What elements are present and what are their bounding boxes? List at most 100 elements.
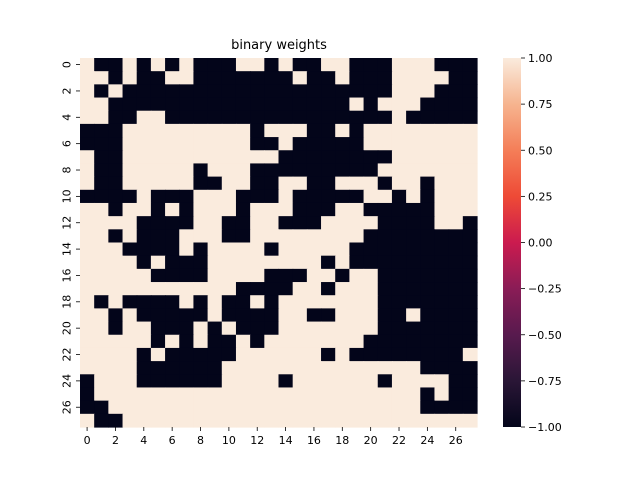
heatmap-cell <box>94 361 109 375</box>
heatmap-cell <box>420 282 436 296</box>
heatmap-cell <box>349 308 365 323</box>
heatmap-cell <box>250 71 265 85</box>
heatmap-cell <box>108 334 124 349</box>
heatmap-cell <box>165 97 180 112</box>
heatmap-cell <box>377 150 393 165</box>
heatmap-cell <box>179 176 195 191</box>
heatmap-cell <box>462 308 478 323</box>
heatmap-cell <box>363 387 379 402</box>
heatmap-cell <box>235 361 251 375</box>
heatmap-cell <box>377 282 393 296</box>
heatmap-cell <box>264 387 280 402</box>
heatmap-cell <box>150 282 166 296</box>
heatmap-cell <box>136 255 152 270</box>
heatmap-cell <box>377 295 393 309</box>
heatmap-cell <box>448 374 464 389</box>
heatmap-cell <box>179 268 195 283</box>
heatmap-cell <box>94 150 109 165</box>
colorbar-tick-label: 0.75 <box>528 98 553 111</box>
heatmap-cell <box>235 413 251 428</box>
heatmap-cell <box>349 295 365 309</box>
heatmap-cell <box>335 308 350 323</box>
y-tick-label: 16 <box>61 268 74 282</box>
heatmap-cell <box>250 321 265 336</box>
heatmap-cell <box>179 334 195 349</box>
colorbar-tick-label: 1.00 <box>528 52 553 65</box>
heatmap-cell <box>122 123 138 138</box>
heatmap-cell <box>292 110 308 125</box>
heatmap-cell <box>264 110 280 125</box>
heatmap-cell <box>136 308 152 323</box>
heatmap-cell <box>165 150 180 165</box>
heatmap-cell <box>278 150 294 165</box>
heatmap-cell <box>335 374 350 389</box>
heatmap-cell <box>420 137 436 151</box>
heatmap-cell <box>207 347 223 362</box>
heatmap-cell <box>122 202 138 217</box>
x-axis: 0 2 4 6 8 10 12 14 16 18 20 22 24 26 <box>84 427 463 447</box>
heatmap-cell <box>165 137 180 151</box>
heatmap-cell <box>462 163 478 178</box>
heatmap-cell <box>391 110 407 125</box>
heatmap-cell <box>391 71 407 85</box>
heatmap-cell <box>349 347 365 362</box>
heatmap-cell <box>321 255 336 270</box>
heatmap-cell <box>406 321 421 336</box>
heatmap-cell <box>207 268 223 283</box>
heatmap-cell <box>122 176 138 191</box>
heatmap-cell <box>292 334 308 349</box>
heatmap-cell <box>434 163 450 178</box>
heatmap-cell <box>264 321 280 336</box>
heatmap-cell <box>406 123 421 138</box>
heatmap-cell <box>235 110 251 125</box>
heatmap-cell <box>391 308 407 323</box>
heatmap-cell <box>150 137 166 151</box>
heatmap-cell <box>321 268 336 283</box>
heatmap-cell <box>94 347 109 362</box>
heatmap-cell <box>292 150 308 165</box>
heatmap-cell <box>235 97 251 112</box>
x-tick-label: 6 <box>169 434 176 447</box>
heatmap-cell <box>462 58 478 72</box>
heatmap-cell <box>122 321 138 336</box>
heatmap-cell <box>448 137 464 151</box>
heatmap-cell <box>363 189 379 204</box>
heatmap-cell <box>335 413 350 428</box>
heatmap-cell <box>136 176 152 191</box>
heatmap-cell <box>462 97 478 112</box>
heatmap-cell <box>321 58 336 72</box>
heatmap-cell <box>136 295 152 309</box>
heatmap-cell <box>179 216 195 230</box>
heatmap-cell <box>321 347 336 362</box>
heatmap-cell <box>406 110 421 125</box>
heatmap-cell <box>278 361 294 375</box>
heatmap-cell <box>250 150 265 165</box>
heatmap-cell <box>391 97 407 112</box>
heatmap-cell <box>150 361 166 375</box>
heatmap-cell <box>150 268 166 283</box>
x-tick-label: 14 <box>279 434 293 447</box>
heatmap-cell <box>94 71 109 85</box>
heatmap-cell <box>250 347 265 362</box>
heatmap-cell <box>80 229 95 244</box>
heatmap-cell <box>108 242 124 257</box>
heatmap-cell <box>434 295 450 309</box>
heatmap-cell <box>207 295 223 309</box>
heatmap-cell <box>122 242 138 257</box>
heatmap-cell <box>434 308 450 323</box>
heatmap-cell <box>80 268 95 283</box>
heatmap-cell <box>278 110 294 125</box>
heatmap-cell <box>80 176 95 191</box>
heatmap-cell <box>150 413 166 428</box>
colorbar-tick-label: 0.00 <box>528 237 553 250</box>
heatmap-cell <box>321 163 336 178</box>
heatmap-cell <box>122 268 138 283</box>
heatmap-cell <box>278 84 294 99</box>
heatmap-cell <box>306 71 322 85</box>
heatmap-cell <box>122 334 138 349</box>
heatmap-cell <box>94 242 109 257</box>
heatmap-cell <box>292 347 308 362</box>
heatmap-cell <box>264 150 280 165</box>
heatmap-cell <box>420 97 436 112</box>
